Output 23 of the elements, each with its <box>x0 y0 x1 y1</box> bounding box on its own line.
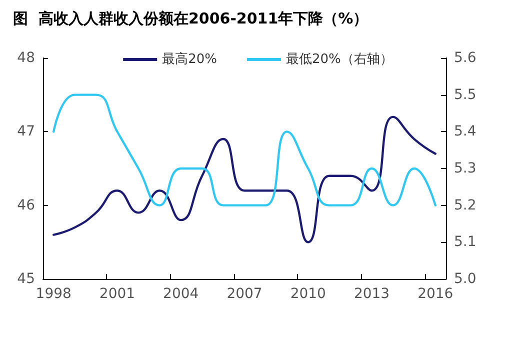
chart-title: 图 高收入人群收入份额在2006-2011年下降（%） <box>13 10 368 28</box>
x-tick-label: 2016 <box>418 286 454 302</box>
y2-tick-label: 5.0 <box>454 271 476 287</box>
legend-label: 最低20%（右轴） <box>286 52 393 67</box>
y2-tick-label: 5.3 <box>454 160 476 176</box>
line-series <box>52 94 436 206</box>
y-tick-label: 48 <box>17 50 35 66</box>
y2-tick-label: 5.5 <box>454 86 476 103</box>
y2-tick-label: 5.2 <box>454 197 476 214</box>
x-tick-label: 2010 <box>290 286 326 302</box>
x-tick-label: 2001 <box>99 286 136 302</box>
x-tick-label: 2013 <box>354 286 390 302</box>
legend-label: 最高20% <box>162 51 218 67</box>
x-tick-label: 2007 <box>226 286 262 302</box>
y2-tick-label: 5.6 <box>454 50 476 66</box>
line-series <box>52 116 436 244</box>
y2-tick-label: 5.4 <box>454 124 476 140</box>
x-tick-label: 2004 <box>163 286 199 302</box>
y-tick-label: 46 <box>17 197 36 214</box>
y-tick-label: 47 <box>17 124 35 140</box>
y2-tick-label: 5.1 <box>454 234 476 250</box>
y-tick-label: 45 <box>17 271 35 287</box>
x-tick-label: 1998 <box>36 286 72 302</box>
